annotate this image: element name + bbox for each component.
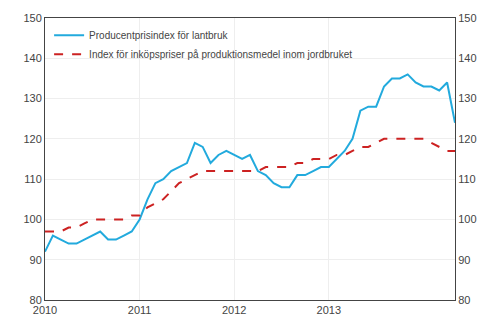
svg-text:90: 90 bbox=[458, 254, 470, 266]
svg-text:2012: 2012 bbox=[222, 304, 246, 316]
svg-text:100: 100 bbox=[23, 213, 41, 225]
svg-text:2011: 2011 bbox=[128, 304, 152, 316]
svg-text:90: 90 bbox=[30, 254, 42, 266]
svg-text:140: 140 bbox=[23, 52, 41, 64]
svg-text:Producentprisindex för lantbru: Producentprisindex för lantbruk bbox=[89, 30, 228, 41]
svg-text:120: 120 bbox=[23, 133, 41, 145]
svg-text:150: 150 bbox=[458, 12, 476, 24]
svg-text:150: 150 bbox=[23, 12, 41, 24]
svg-text:130: 130 bbox=[23, 92, 41, 104]
svg-text:110: 110 bbox=[458, 173, 476, 185]
svg-text:80: 80 bbox=[30, 294, 42, 306]
svg-text:110: 110 bbox=[24, 173, 42, 185]
svg-text:130: 130 bbox=[458, 92, 476, 104]
svg-text:120: 120 bbox=[458, 133, 476, 145]
svg-text:100: 100 bbox=[458, 213, 476, 225]
svg-text:2010: 2010 bbox=[33, 304, 57, 316]
svg-text:Index för inköpspriser på prod: Index för inköpspriser på produktionsmed… bbox=[89, 49, 352, 60]
svg-text:2013: 2013 bbox=[317, 304, 341, 316]
svg-text:80: 80 bbox=[458, 294, 470, 306]
svg-text:140: 140 bbox=[458, 52, 476, 64]
